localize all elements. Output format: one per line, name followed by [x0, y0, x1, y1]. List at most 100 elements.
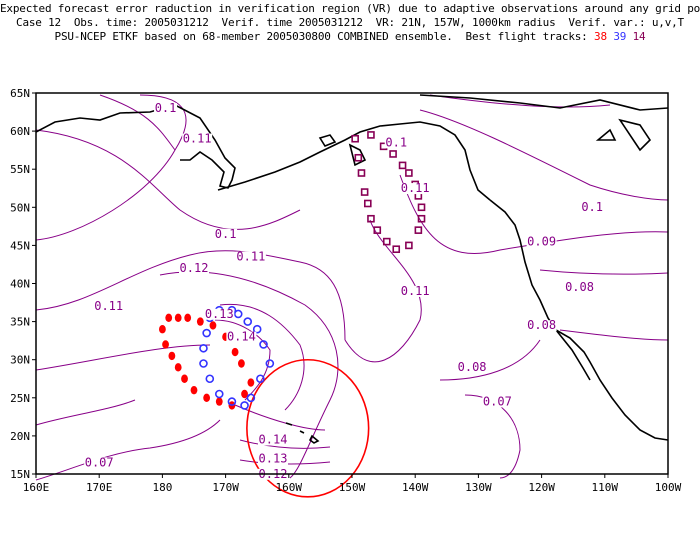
track-38-point [159, 325, 166, 334]
lat-label: 25N [10, 392, 30, 405]
contour-label-bg [182, 133, 213, 145]
track-38-point [181, 374, 188, 383]
verification-circle [246, 358, 370, 498]
track-39-point [202, 328, 211, 338]
contour-line [344, 219, 422, 363]
contour-label: 0.12 [180, 261, 209, 275]
track-39-point [233, 309, 243, 319]
lat-label: 30N [10, 354, 30, 367]
coastline-west-america [489, 199, 669, 441]
contour-label-bg [84, 457, 115, 469]
track-38-point [231, 347, 239, 357]
track-14-point [363, 199, 372, 208]
contour-label-bg [93, 301, 124, 313]
track-38-point [238, 359, 245, 368]
contour-line [429, 94, 611, 108]
lat-label: 60N [10, 125, 30, 138]
contour-label-bg [400, 285, 431, 297]
track-39-point [205, 374, 215, 384]
track-14-point [417, 214, 426, 223]
track-38-point [203, 393, 211, 402]
contour-label: 0.11 [94, 299, 123, 313]
contour-label-bg [154, 103, 178, 115]
track-14-point [414, 226, 423, 234]
title-line-1: Expected forecast error raduction in ver… [0, 2, 700, 15]
track-38-point [196, 317, 204, 326]
contour-label: 0.13 [259, 452, 288, 466]
track-14-point [389, 150, 397, 158]
contour-line [159, 271, 339, 479]
contour-label: 0.11 [183, 132, 212, 146]
contour-label: 0.08 [565, 280, 594, 294]
track-39-point [265, 359, 275, 368]
contour-line [399, 174, 669, 254]
title-line-3: PSU-NCEP ETKF based on 68-member 2005030… [0, 30, 700, 43]
contour-label-bg [384, 137, 408, 149]
contour-lines [35, 94, 669, 481]
track-38-point [209, 321, 217, 330]
lat-label: 65N [10, 87, 30, 100]
contour-label: 0.08 [527, 318, 556, 332]
track-39-point [240, 401, 249, 410]
contour-label: 0.1 [215, 227, 237, 241]
contour-label: 0.11 [401, 181, 430, 195]
track-14-point [373, 226, 382, 234]
track-39-point [252, 324, 262, 334]
coastline-north [419, 94, 669, 111]
track-id-39: 39 [613, 30, 627, 43]
track-38-point [168, 351, 176, 361]
contour-label-bg [258, 434, 288, 446]
track-39-point [256, 374, 265, 384]
track-39-point [199, 343, 208, 353]
title-line-2: Case 12 Obs. time: 2005031212 Verif. tim… [16, 16, 684, 29]
lon-label: 160E [23, 481, 50, 494]
coastline-baja [555, 329, 591, 381]
contour-line [559, 329, 669, 341]
track-id-14: 14 [632, 30, 646, 43]
track-38-point [184, 313, 192, 322]
track-38-point [174, 363, 182, 372]
lon-label: 180 [152, 481, 172, 494]
lon-label: 170W [212, 481, 239, 494]
contour-label: 0.1 [581, 200, 603, 214]
title-line-3-text: PSU-NCEP ETKF based on 68-member 2005030… [54, 30, 595, 43]
contour-line [539, 269, 669, 275]
track-14-point [357, 169, 366, 177]
coastline-aleutians [217, 121, 491, 201]
contour-label-bg [526, 320, 557, 332]
lon-label: 140W [402, 481, 429, 494]
track-39-point [259, 340, 268, 349]
track-38-point [241, 389, 248, 399]
track-38-point [162, 340, 169, 349]
lon-label: 160W [276, 481, 303, 494]
track-14-point [417, 203, 426, 212]
coastline-islands [318, 118, 652, 167]
contour-label-bg [235, 251, 266, 263]
track-14-point [354, 153, 363, 162]
contour-label-bg [580, 202, 604, 214]
lon-label: 170E [86, 481, 113, 494]
contour-label: 0.14 [259, 433, 288, 447]
contour-line [99, 94, 176, 151]
contour-label-bg [457, 362, 488, 374]
contour-label: 0.08 [458, 360, 487, 374]
contour-label-bg [179, 263, 209, 275]
contour-line [35, 399, 136, 426]
contour-label: 0.1 [155, 101, 177, 115]
contour-label: 0.09 [527, 234, 556, 248]
lon-label: 110W [592, 481, 619, 494]
contour-label-bg [482, 396, 513, 408]
track-38-point [247, 378, 255, 387]
verification-region [246, 358, 370, 498]
contour-label-bg [526, 236, 557, 248]
contour-line [419, 109, 669, 201]
lat-label: 45N [10, 239, 30, 252]
lat-label: 35N [10, 316, 30, 329]
lon-label: 130W [465, 481, 492, 494]
track-38-point [174, 313, 182, 322]
contour-label-bg [226, 331, 257, 343]
track-38-point [165, 313, 173, 322]
contour-line [35, 419, 221, 481]
contour-label: 0.07 [85, 455, 114, 469]
